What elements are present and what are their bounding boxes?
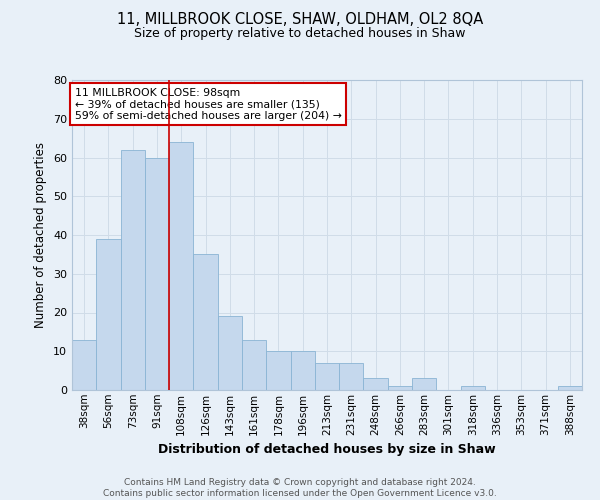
Bar <box>364 378 388 390</box>
Bar <box>315 363 339 390</box>
Bar <box>388 386 412 390</box>
Bar <box>242 340 266 390</box>
Bar <box>290 351 315 390</box>
Y-axis label: Number of detached properties: Number of detached properties <box>34 142 47 328</box>
Bar <box>193 254 218 390</box>
Text: 11 MILLBROOK CLOSE: 98sqm
← 39% of detached houses are smaller (135)
59% of semi: 11 MILLBROOK CLOSE: 98sqm ← 39% of detac… <box>74 88 341 121</box>
Bar <box>461 386 485 390</box>
Text: 11, MILLBROOK CLOSE, SHAW, OLDHAM, OL2 8QA: 11, MILLBROOK CLOSE, SHAW, OLDHAM, OL2 8… <box>117 12 483 28</box>
Bar <box>72 340 96 390</box>
Bar <box>121 150 145 390</box>
Text: Contains HM Land Registry data © Crown copyright and database right 2024.
Contai: Contains HM Land Registry data © Crown c… <box>103 478 497 498</box>
Bar <box>412 378 436 390</box>
Bar <box>145 158 169 390</box>
Bar <box>266 351 290 390</box>
Bar <box>218 316 242 390</box>
Bar <box>339 363 364 390</box>
Bar <box>558 386 582 390</box>
X-axis label: Distribution of detached houses by size in Shaw: Distribution of detached houses by size … <box>158 443 496 456</box>
Bar <box>96 239 121 390</box>
Bar <box>169 142 193 390</box>
Text: Size of property relative to detached houses in Shaw: Size of property relative to detached ho… <box>134 28 466 40</box>
